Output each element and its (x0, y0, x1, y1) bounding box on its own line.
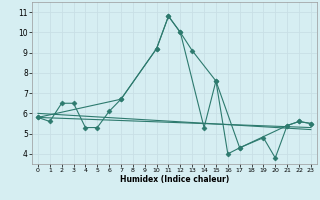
X-axis label: Humidex (Indice chaleur): Humidex (Indice chaleur) (120, 175, 229, 184)
